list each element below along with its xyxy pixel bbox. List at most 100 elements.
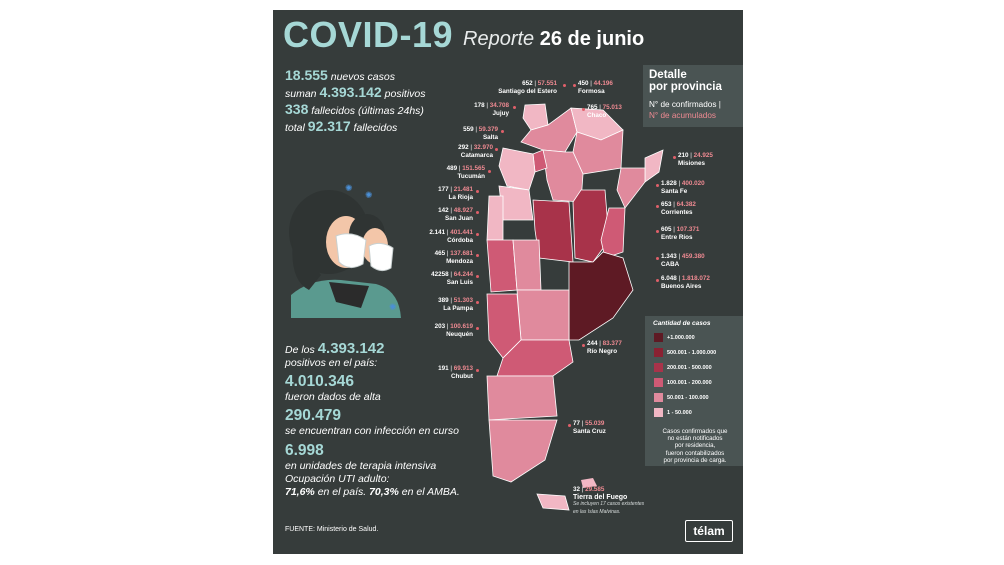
deaths-value: 338 xyxy=(285,101,309,117)
intro-positives-value: 4.393.142 xyxy=(317,340,385,357)
province-label: 42258 | 64.244 San Luis xyxy=(431,271,473,286)
leader-dot xyxy=(495,148,498,151)
leader-dot xyxy=(476,275,479,278)
province-label: 210 | 24.925 Misiones xyxy=(678,152,713,167)
positives-value: 4.393.142 xyxy=(319,84,382,100)
virus-icon: ✺ xyxy=(345,183,353,193)
province-label: 605 | 107.371 Entre Ríos xyxy=(661,226,700,241)
province-label: 32 | 29.585 Tierra del Fuego Se incluyen… xyxy=(573,486,645,515)
stat-deaths: 338 fallecidos (últimas 24hs) xyxy=(285,101,424,117)
leader-dot xyxy=(582,108,585,111)
leader-dot xyxy=(573,84,576,87)
leader-dot xyxy=(476,254,479,257)
province-label: 450 | 44.196 Formosa xyxy=(578,80,613,95)
leader-dot xyxy=(656,230,659,233)
intro-text: De los xyxy=(285,344,315,356)
virus-icon: ✺ xyxy=(389,302,397,312)
legend-note: Casos confirmados que no están notificad… xyxy=(662,428,728,464)
occupancy-amba-value: 70,3% xyxy=(369,486,399,498)
leader-dot xyxy=(476,327,479,330)
leader-dot xyxy=(656,279,659,282)
province-label: 191 | 69.913 Chubut xyxy=(438,365,473,380)
virus-icon: ✺ xyxy=(365,190,373,200)
infographic-poster: COVID-19 Reporte 26 de junio 18.555 nuev… xyxy=(273,10,743,554)
legend-swatch xyxy=(654,378,663,387)
leader-dot xyxy=(673,156,676,159)
legend: Cantidad de casos +1.000.000 500.001 - 1… xyxy=(645,316,743,466)
leader-dot xyxy=(563,84,566,87)
argentina-map xyxy=(486,103,664,511)
leader-dot xyxy=(656,184,659,187)
leader-dot xyxy=(476,301,479,304)
page-subtitle: Reporte 26 de junio xyxy=(463,28,644,51)
detail-title-1: Detalle xyxy=(649,69,687,81)
province-label: 6.048 | 1.818.072 Buenos Aires xyxy=(661,275,710,290)
leader-dot xyxy=(656,257,659,260)
page-title: COVID-19 xyxy=(283,14,454,55)
total-label: total xyxy=(285,122,305,134)
sum-label: suman xyxy=(285,88,317,100)
leader-dot xyxy=(476,190,479,193)
province-label: 559 | 59.379 Salta xyxy=(463,126,498,141)
lower-intro-2: positivos en el país: xyxy=(285,357,378,369)
province-label: 177 | 21.481 La Rioja xyxy=(438,186,473,201)
legend-label: +1.000.000 xyxy=(667,335,695,341)
detail-title-2: por provincia xyxy=(649,81,722,93)
province-label: 2.141 | 401.441 Córdoba xyxy=(429,229,473,244)
stat-positives: suman 4.393.142 positivos xyxy=(285,84,426,100)
recovered-value: 4.010.346 xyxy=(285,373,354,390)
icu-value: 6.998 xyxy=(285,442,324,459)
leader-dot xyxy=(488,170,491,173)
province-label: 292 | 32.970 Catamarca xyxy=(458,144,493,159)
province-label: 465 | 137.681 Mendoza xyxy=(434,250,473,265)
subtitle-date: 26 de junio xyxy=(539,28,645,50)
legend-label: 500.001 - 1.000.000 xyxy=(667,350,717,356)
province-label: 1.828 | 400.020 Santa Fe xyxy=(661,180,705,195)
leader-dot xyxy=(476,233,479,236)
positives-label: positivos xyxy=(384,88,426,100)
legend-swatch xyxy=(654,393,663,402)
legend-label: 100.001 - 200.000 xyxy=(667,380,712,386)
province-label: 652 | 57.551 Santiago del Estero xyxy=(498,80,557,95)
active-label: se encuentran con infección en curso xyxy=(285,425,459,437)
subtitle-prefix: Reporte xyxy=(463,28,535,50)
province-label: 389 | 51.303 La Pampa xyxy=(438,297,473,312)
occupancy-country-value: 71,6% xyxy=(285,486,315,498)
legend-title: Cantidad de casos xyxy=(653,320,711,327)
legend-label: 1 - 50.000 xyxy=(667,410,692,416)
new-cases-label: nuevos casos xyxy=(330,71,395,83)
leader-dot xyxy=(476,369,479,372)
detail-confirmed-label: N° de confirmados | xyxy=(649,100,721,109)
telam-logo: télam xyxy=(685,520,733,542)
leader-dot xyxy=(568,424,571,427)
legend-swatch xyxy=(654,408,663,417)
legend-swatch xyxy=(654,363,663,372)
province-label: 203 | 100.619 Neuquén xyxy=(434,323,473,338)
legend-label: 200.001 - 500.000 xyxy=(667,365,712,371)
legend-swatch xyxy=(654,348,663,357)
occupancy-amba-label: en el AMBA. xyxy=(401,486,460,498)
deaths-label: fallecidos (últimas 24hs) xyxy=(311,105,424,117)
leader-dot xyxy=(656,205,659,208)
new-cases-value: 18.555 xyxy=(285,67,328,83)
legend-swatch xyxy=(654,333,663,342)
detail-box: Detalle por provincia N° de confirmados … xyxy=(643,65,743,127)
leader-dot xyxy=(513,106,516,109)
province-label: 489 | 151.565 Tucumán xyxy=(446,165,485,180)
province-label: 244 | 83.377 Río Negro xyxy=(587,340,622,355)
total-deaths-value: 92.317 xyxy=(307,118,351,134)
masked-person-illustration xyxy=(289,190,401,318)
province-label: 77 | 55.039 Santa Cruz xyxy=(573,420,606,435)
province-label: 178 | 34.708 Jujuy xyxy=(474,102,509,117)
recovered-label: fueron dados de alta xyxy=(285,391,381,403)
leader-dot xyxy=(501,130,504,133)
province-label: 653 | 64.382 Corrientes xyxy=(661,201,696,216)
occupancy-country-label: en el país. xyxy=(317,486,367,498)
total-deaths-label: fallecidos xyxy=(353,122,398,134)
province-label: 142 | 48.927 San Juan xyxy=(438,207,473,222)
leader-dot xyxy=(476,211,479,214)
active-value: 290.479 xyxy=(285,407,342,424)
icu-label: en unidades de terapia intensiva xyxy=(285,460,437,472)
province-label: 765 | 75.013 Chaco xyxy=(587,104,622,119)
source-text: FUENTE: Ministerio de Salud. xyxy=(285,526,379,533)
